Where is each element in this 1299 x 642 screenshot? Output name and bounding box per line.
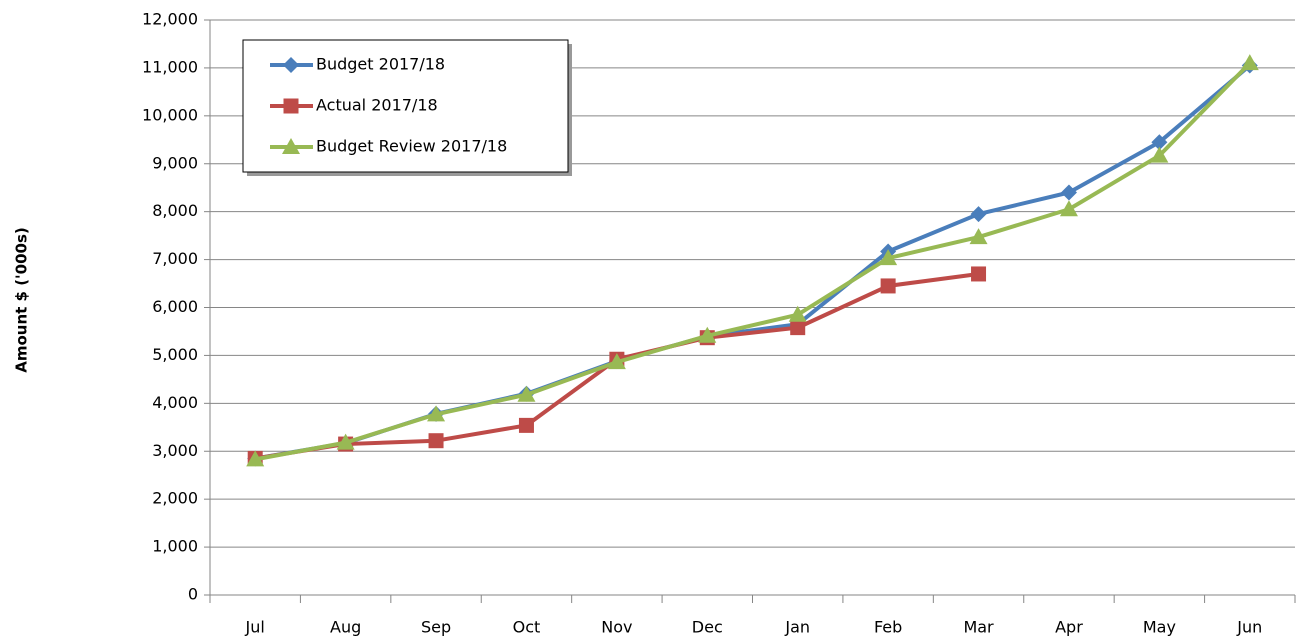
y-tick-label: 7,000 — [152, 249, 198, 268]
x-tick-label: Dec — [692, 618, 723, 637]
x-tick-label: Apr — [1055, 618, 1083, 637]
marker — [880, 278, 896, 294]
x-tick-label: Nov — [601, 618, 632, 637]
legend-label: Actual 2017/18 — [316, 96, 438, 115]
marker — [1240, 54, 1259, 71]
y-tick-label: 10,000 — [142, 105, 198, 124]
y-tick-label: 8,000 — [152, 201, 198, 220]
marker — [517, 385, 536, 402]
marker — [283, 98, 299, 114]
x-tick-label: Jun — [1236, 618, 1262, 637]
marker — [788, 305, 807, 322]
y-tick-label: 4,000 — [152, 393, 198, 412]
y-tick-label: 2,000 — [152, 489, 198, 508]
marker — [879, 249, 898, 266]
marker — [969, 228, 988, 245]
series-line — [254, 61, 1252, 462]
marker — [427, 405, 446, 422]
x-tick-label: Mar — [963, 618, 994, 637]
x-tick-label: Feb — [874, 618, 902, 637]
x-tick-label: Jul — [245, 618, 265, 637]
marker — [970, 206, 987, 223]
marker — [283, 57, 299, 73]
y-tick-label: 3,000 — [152, 441, 198, 460]
marker — [1151, 134, 1168, 151]
legend-label: Budget 2017/18 — [316, 55, 445, 74]
marker — [971, 266, 987, 282]
x-tick-label: Jan — [784, 618, 810, 637]
marker — [282, 138, 300, 154]
x-tick-label: Aug — [330, 618, 361, 637]
marker — [1060, 184, 1077, 201]
y-tick-label: 0 — [188, 585, 198, 604]
marker — [518, 417, 534, 433]
marker — [1150, 146, 1169, 163]
x-tick-label: Oct — [513, 618, 541, 637]
legend-label: Budget Review 2017/18 — [316, 137, 507, 156]
x-tick-label: Sep — [421, 618, 451, 637]
y-tick-label: 12,000 — [142, 10, 198, 29]
y-tick-label: 6,000 — [152, 297, 198, 316]
marker — [1059, 200, 1078, 217]
y-tick-label: 11,000 — [142, 57, 198, 76]
marker — [428, 433, 444, 449]
marker — [698, 326, 717, 343]
y-tick-label: 1,000 — [152, 537, 198, 556]
y-tick-label: 9,000 — [152, 153, 198, 172]
y-tick-label: 5,000 — [152, 345, 198, 364]
x-tick-label: May — [1143, 618, 1176, 637]
marker — [336, 433, 355, 450]
marker — [790, 320, 806, 336]
y-axis-label: Amount $ ('000s) — [13, 227, 31, 373]
marker — [607, 353, 626, 370]
marker — [246, 450, 265, 467]
